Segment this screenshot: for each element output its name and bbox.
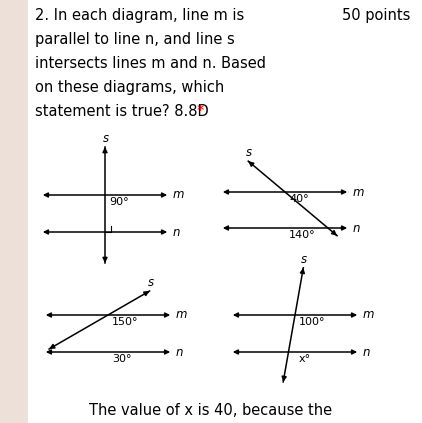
Text: s: s [301, 253, 308, 266]
Text: 90°: 90° [109, 197, 129, 207]
Text: s: s [148, 276, 154, 289]
Text: n: n [363, 346, 371, 359]
Text: s: s [246, 146, 252, 159]
Text: *: * [197, 104, 204, 119]
Text: 140°: 140° [289, 230, 316, 240]
Text: parallel to line n, and line s: parallel to line n, and line s [35, 32, 235, 47]
Text: statement is true? 8.8D: statement is true? 8.8D [35, 104, 214, 119]
Text: n: n [173, 225, 181, 239]
Text: s: s [103, 132, 109, 145]
Text: 40°: 40° [289, 194, 308, 204]
Text: m: m [176, 308, 187, 321]
Text: n: n [176, 346, 184, 359]
Text: intersects lines m and n. Based: intersects lines m and n. Based [35, 56, 266, 71]
Text: x°: x° [299, 354, 311, 364]
Text: m: m [173, 189, 184, 201]
Text: 30°: 30° [112, 354, 132, 364]
Text: The value of x is 40, because the: The value of x is 40, because the [89, 403, 333, 418]
Text: m: m [353, 186, 365, 198]
Text: 50 points: 50 points [342, 8, 410, 23]
Text: m: m [363, 308, 374, 321]
Text: 2. In each diagram, line m is: 2. In each diagram, line m is [35, 8, 244, 23]
Text: 100°: 100° [299, 317, 325, 327]
Text: 150°: 150° [112, 317, 138, 327]
Text: on these diagrams, which: on these diagrams, which [35, 80, 224, 95]
Text: n: n [353, 222, 360, 234]
